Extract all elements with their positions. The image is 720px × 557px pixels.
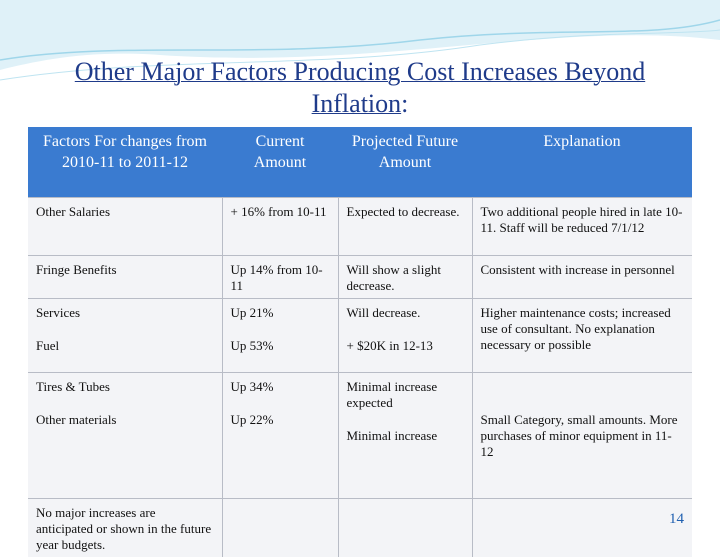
slide: Other Major Factors Producing Cost Incre… [0, 0, 720, 540]
table-cell: Small Category, small amounts. More purc… [472, 373, 692, 499]
table-row: Fringe Benefits Up 14% from 10-11 Will sho… [28, 256, 692, 299]
slide-title: Other Major Factors Producing Cost Incre… [40, 56, 680, 120]
cell-text: Will show a slight decrease. [347, 262, 464, 294]
header-row: Factors For changes from 2010-11 to 2011… [28, 127, 692, 198]
table-body: Other Salaries + 16% from 10-11 Expected t… [28, 198, 692, 557]
table-cell: Other Salaries [28, 198, 222, 256]
table-cell [222, 499, 338, 557]
cell-text: Will decrease. [347, 305, 464, 321]
table-cell [472, 499, 692, 557]
table-cell [338, 499, 472, 557]
cell-text: Fringe Benefits [36, 262, 214, 278]
cell-text: Services [36, 305, 214, 321]
cell-text: Up 53% [231, 338, 330, 354]
cell-text: Tires & Tubes [36, 379, 214, 395]
table: Factors For changes from 2010-11 to 2011… [28, 127, 692, 557]
cell-text: Minimal increase expected [347, 379, 464, 411]
cell-text: Consistent with increase in personnel [481, 262, 685, 278]
cell-text: Small Category, small amounts. More purc… [481, 412, 685, 460]
cell-text: + 16% from 10-11 [231, 204, 330, 220]
title-text: Other Major Factors Producing Cost Incre… [75, 57, 645, 118]
table-cell: Up 21% Up 53% [222, 299, 338, 373]
cell-text: + $20K in 12-13 [347, 338, 464, 354]
table-cell: Expected to decrease. [338, 198, 472, 256]
header-cell: Projected Future Amount [338, 127, 472, 198]
table-cell: Fringe Benefits [28, 256, 222, 299]
table-cell: Higher maintenance costs; increased use … [472, 299, 692, 373]
cell-text: Up 21% [231, 305, 330, 321]
table-cell: Will decrease. + $20K in 12-13 [338, 299, 472, 373]
cell-text: Up 14% from 10-11 [231, 262, 330, 294]
table-cell: Services Fuel [28, 299, 222, 373]
table-cell: Will show a slight decrease. [338, 256, 472, 299]
cell-text: Other materials [36, 412, 214, 428]
header-cell: Factors For changes from 2010-11 to 2011… [28, 127, 222, 198]
cell-text: Two additional people hired in late 10-1… [481, 204, 685, 236]
table-cell: Minimal increase expected Minimal increas… [338, 373, 472, 499]
cell-text: Up 34% [231, 379, 330, 395]
table-cell: Up 34% Up 22% [222, 373, 338, 499]
table-row: No major increases are anticipated or sh… [28, 499, 692, 557]
cell-text: Minimal increase [347, 428, 464, 444]
title-suffix: : [401, 89, 408, 118]
cell-text: Fuel [36, 338, 214, 354]
cell-text: Higher maintenance costs; increased use … [481, 305, 685, 353]
table-row: Other Salaries + 16% from 10-11 Expected t… [28, 198, 692, 256]
page-number: 14 [669, 511, 684, 528]
cell-text: Up 22% [231, 412, 330, 428]
cell-text: No major increases are anticipated or sh… [36, 505, 214, 553]
cell-text: Expected to decrease. [347, 204, 464, 220]
table-cell: Consistent with increase in personnel [472, 256, 692, 299]
table-row: Services Fuel Up 21% Up 53% Will decrease. + … [28, 299, 692, 373]
table-cell: Up 14% from 10-11 [222, 256, 338, 299]
table-row: Tires & Tubes Other materials Up 34% Up 22%… [28, 373, 692, 499]
header-cell: Current Amount [222, 127, 338, 198]
table-cell: Two additional people hired in late 10-1… [472, 198, 692, 256]
header-cell: Explanation [472, 127, 692, 198]
table-cell: No major increases are anticipated or sh… [28, 499, 222, 557]
table-cell: Tires & Tubes Other materials [28, 373, 222, 499]
cell-text: Other Salaries [36, 204, 214, 220]
table-cell: + 16% from 10-11 [222, 198, 338, 256]
